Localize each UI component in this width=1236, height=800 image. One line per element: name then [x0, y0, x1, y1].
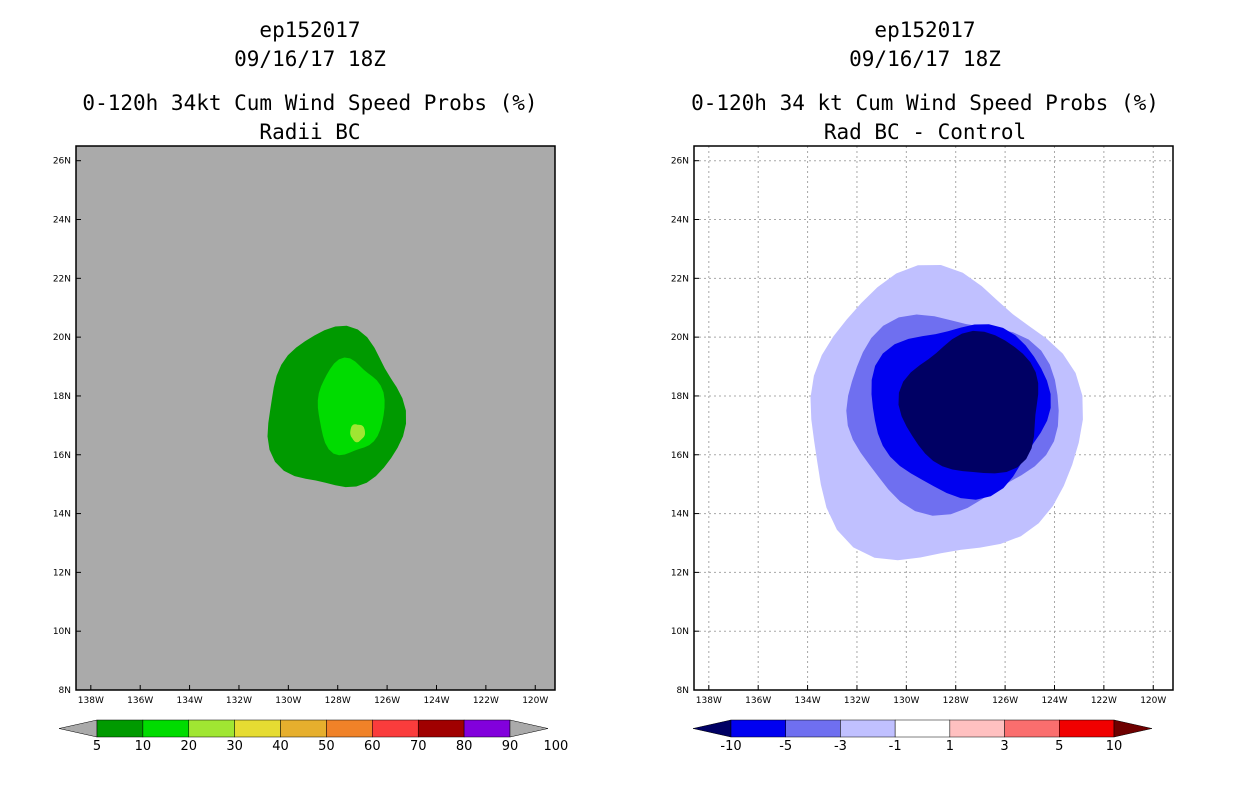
left-storm-id: ep152017 — [259, 18, 361, 42]
right-ytick-label: 24N — [671, 216, 689, 226]
right-ytick-label: 10N — [671, 627, 689, 637]
right-colorbar-swatch — [949, 719, 1005, 738]
left-ytick-label: 24N — [53, 216, 71, 226]
left-ytick-label: 26N — [53, 157, 71, 167]
left-colorbar-swatch — [96, 719, 144, 738]
left-colorbar-high-arrow — [509, 719, 549, 738]
left-colorbar-swatch — [142, 719, 190, 738]
left-ytick-label: 18N — [53, 392, 71, 402]
right-xtick-label: 132W — [844, 696, 870, 706]
right-contour-3 — [898, 330, 1039, 474]
left-colorbar-label: 100 — [543, 739, 568, 754]
right-colorbar-label: -3 — [834, 739, 847, 754]
left-colorbar-label: 90 — [502, 739, 519, 754]
left-xtick-label: 120W — [522, 696, 548, 706]
right-datetime: 09/16/17 18Z — [849, 47, 1001, 71]
left-colorbar-label: 40 — [272, 739, 289, 754]
right-colorbar-label: 3 — [1000, 739, 1008, 754]
right-colorbar-label: 5 — [1055, 739, 1063, 754]
left-colorbar-swatch — [417, 719, 465, 738]
left-colorbar-low-arrow — [58, 719, 98, 738]
right-ytick-label: 8N — [677, 686, 689, 696]
right-colorbar-label: -5 — [779, 739, 792, 754]
left-subtitle: Radii BC — [259, 120, 361, 144]
left-ytick-label: 20N — [53, 333, 71, 343]
left-colorbar-swatch — [234, 719, 281, 738]
right-xtick-label: 126W — [992, 696, 1018, 706]
left-ytick-label: 22N — [53, 274, 71, 284]
right-storm-id: ep152017 — [874, 18, 976, 42]
left-xtick-label: 130W — [275, 696, 301, 706]
right-xtick-label: 134W — [795, 696, 821, 706]
right-colorbar-swatch — [1004, 719, 1060, 738]
left-colorbar-label: 60 — [364, 739, 381, 754]
left-product-title: 0-120h 34kt Cum Wind Speed Probs (%) — [82, 91, 538, 115]
right-colorbar-swatch — [840, 719, 896, 738]
right-plot-frame — [693, 145, 1174, 691]
left-xtick-label: 128W — [325, 696, 351, 706]
left-chart-title: ep152017 09/16/17 18Z 0-120h 34kt Cum Wi… — [40, 16, 580, 147]
right-ytick-label: 18N — [671, 392, 689, 402]
right-colorbar-swatch — [1059, 719, 1115, 738]
left-contour-1 — [317, 357, 385, 456]
right-colorbar-label: -10 — [720, 739, 741, 754]
left-colorbar-label: 50 — [318, 739, 335, 754]
right-colorbar-low-arrow — [692, 719, 732, 738]
left-ytick-label: 10N — [53, 627, 71, 637]
left-xtick-label: 124W — [423, 696, 449, 706]
right-ytick-label: 20N — [671, 333, 689, 343]
left-ytick-label: 8N — [59, 686, 71, 696]
right-ytick-label: 14N — [671, 510, 689, 520]
right-xtick-label: 136W — [745, 696, 771, 706]
right-product-title: 0-120h 34 kt Cum Wind Speed Probs (%) — [691, 91, 1159, 115]
left-ytick-label: 12N — [53, 568, 71, 578]
left-colorbar-swatch — [463, 719, 511, 738]
right-colorbar-label: -1 — [889, 739, 902, 754]
right-xtick-label: 120W — [1140, 696, 1166, 706]
left-xtick-label: 122W — [473, 696, 499, 706]
right-ytick-label: 26N — [671, 157, 689, 167]
right-xtick-label: 122W — [1091, 696, 1117, 706]
left-ytick-label: 14N — [53, 510, 71, 520]
right-xtick-label: 138W — [696, 696, 722, 706]
left-datetime: 09/16/17 18Z — [234, 47, 386, 71]
right-ytick-label: 12N — [671, 568, 689, 578]
left-xtick-label: 136W — [127, 696, 153, 706]
left-ytick-label: 16N — [53, 451, 71, 461]
left-colorbar-swatch — [280, 719, 327, 738]
left-xtick-label: 126W — [374, 696, 400, 706]
right-colorbar-swatch — [894, 719, 951, 738]
left-colorbar-label: 30 — [226, 739, 243, 754]
left-colorbar-swatch — [372, 719, 419, 738]
right-colorbar-swatch — [730, 719, 786, 738]
right-colorbar-high-arrow — [1113, 719, 1153, 738]
right-colorbar-label: 1 — [946, 739, 954, 754]
left-colorbar-swatch — [326, 719, 373, 738]
left-colorbar-label: 80 — [456, 739, 473, 754]
left-contour-2 — [350, 424, 365, 443]
left-colorbar-label: 20 — [181, 739, 198, 754]
left-colorbar-label: 70 — [410, 739, 427, 754]
right-subtitle: Rad BC - Control — [823, 120, 1027, 144]
left-xtick-label: 134W — [177, 696, 203, 706]
right-xtick-label: 124W — [1041, 696, 1067, 706]
left-colorbar-swatch — [188, 719, 235, 738]
right-xtick-label: 130W — [893, 696, 919, 706]
right-ytick-label: 22N — [671, 274, 689, 284]
right-colorbar-label: 10 — [1106, 739, 1123, 754]
right-colorbar-swatch — [785, 719, 841, 738]
right-ytick-label: 16N — [671, 451, 689, 461]
left-xtick-label: 132W — [226, 696, 252, 706]
left-plot-frame — [75, 145, 556, 691]
right-chart-title: ep152017 09/16/17 18Z 0-120h 34 kt Cum W… — [655, 16, 1195, 147]
left-xtick-label: 138W — [78, 696, 104, 706]
left-colorbar-label: 10 — [135, 739, 152, 754]
left-colorbar-label: 5 — [93, 739, 101, 754]
right-xtick-label: 128W — [943, 696, 969, 706]
